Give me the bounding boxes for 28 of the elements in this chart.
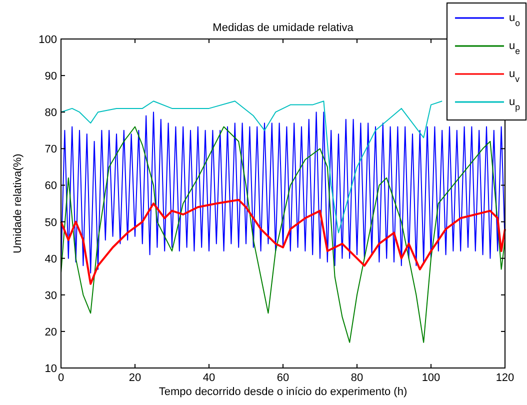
x-tick-label: 100 [422, 372, 440, 384]
legend-label: u$_{o}$ [509, 12, 520, 28]
legend-label: u$_{p}$ [509, 96, 520, 112]
y-tick-label: 60 [44, 180, 57, 192]
legend-label: u$_{e}$ [509, 40, 520, 56]
y-tick-label: 80 [44, 107, 57, 120]
chart-title: Medidas de umidade relativa [212, 22, 354, 34]
x-tick-label: 120 [496, 372, 514, 384]
y-axis-title: Umidade relativa(%) [12, 154, 24, 254]
y-tick-label: 70 [44, 144, 57, 156]
x-tick-label: 0 [58, 372, 64, 384]
x-axis-title: Tempo decorrido desde o início do experimento (h) [158, 386, 408, 398]
y-tick-label: 40 [44, 253, 57, 266]
y-tick-label: 20 [44, 326, 57, 338]
line-series [60, 112, 506, 274]
x-tick-label: 40 [202, 372, 216, 384]
x-tick-label: 60 [276, 372, 290, 384]
y-tick-label: 10 [44, 363, 57, 375]
line-series [60, 126, 506, 343]
line-series [60, 198, 506, 285]
y-tick-label: 30 [44, 290, 57, 302]
line-series [60, 100, 443, 234]
x-tick-label: 20 [128, 372, 142, 384]
x-tick-label: 80 [350, 372, 364, 384]
y-tick-label: 90 [44, 70, 57, 83]
y-tick-label: 100 [38, 34, 57, 46]
legend-label: u$_{v}$ [509, 68, 520, 84]
y-tick-label: 50 [44, 216, 57, 229]
